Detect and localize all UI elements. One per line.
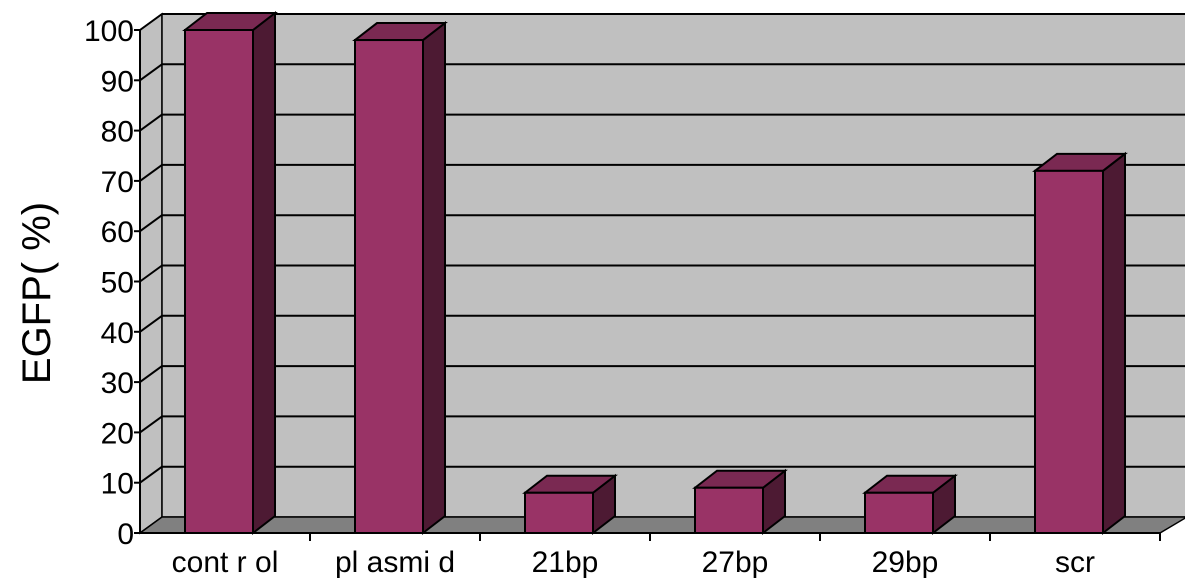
y-tick-label: 60 bbox=[101, 216, 134, 249]
bar-front bbox=[694, 486, 764, 535]
bars bbox=[182, 10, 1128, 536]
gridlines bbox=[139, 13, 1185, 484]
y-tick-label: 10 bbox=[101, 468, 134, 501]
y-tick-labels: 0 10 20 30 40 50 60 70 80 90 100 bbox=[84, 15, 134, 551]
bar-front bbox=[524, 491, 594, 535]
y-tick-label: 90 bbox=[101, 65, 134, 98]
y-tick-label: 40 bbox=[101, 317, 134, 350]
gridline-side bbox=[139, 264, 163, 283]
y-tick-label: 70 bbox=[101, 166, 134, 199]
bar-front bbox=[184, 29, 254, 534]
y-tick-label: 80 bbox=[101, 116, 134, 149]
x-tick-labels: cont r ol pl asmi d 21bp 27bp 29bp scr bbox=[172, 546, 1095, 579]
bar-front bbox=[864, 491, 934, 535]
y-tick-label: 20 bbox=[101, 417, 134, 450]
bar-front bbox=[1034, 169, 1104, 534]
gridline-side bbox=[139, 465, 163, 484]
gridline-side bbox=[139, 63, 163, 82]
y-tick-label: 100 bbox=[84, 15, 134, 48]
x-tick-label: cont r ol bbox=[172, 546, 279, 579]
y-tick-label: 50 bbox=[101, 267, 134, 300]
bar-side bbox=[252, 10, 276, 536]
gridline-side bbox=[139, 13, 163, 31]
bar bbox=[1032, 151, 1128, 536]
bar bbox=[862, 473, 958, 536]
gridline-side bbox=[139, 164, 163, 182]
axes bbox=[134, 29, 1161, 541]
bar bbox=[692, 468, 788, 536]
y-tick-label: 0 bbox=[117, 518, 134, 551]
y-axis-title: EGFP( %) bbox=[15, 202, 59, 384]
bar bbox=[182, 10, 278, 536]
bar bbox=[522, 473, 618, 536]
gridline-side bbox=[139, 314, 163, 333]
plot-floor bbox=[137, 516, 1185, 534]
bar bbox=[352, 21, 448, 536]
gridline-side bbox=[139, 113, 163, 132]
plot-back-wall bbox=[139, 12, 1185, 535]
x-tick-label: 29bp bbox=[872, 546, 939, 579]
gridline-side bbox=[139, 214, 163, 233]
gridline-side bbox=[139, 415, 163, 434]
bar-side bbox=[1102, 151, 1126, 536]
bar-front bbox=[354, 39, 424, 535]
y-tick-label: 30 bbox=[101, 367, 134, 400]
bar-side bbox=[422, 21, 446, 536]
x-tick-label: 21bp bbox=[532, 546, 599, 579]
x-tick-label: 27bp bbox=[702, 546, 769, 579]
x-tick-label: scr bbox=[1055, 546, 1095, 579]
x-tick-label: pl asmi d bbox=[335, 546, 455, 579]
floor bbox=[137, 516, 1185, 534]
gridline-side bbox=[139, 365, 163, 383]
